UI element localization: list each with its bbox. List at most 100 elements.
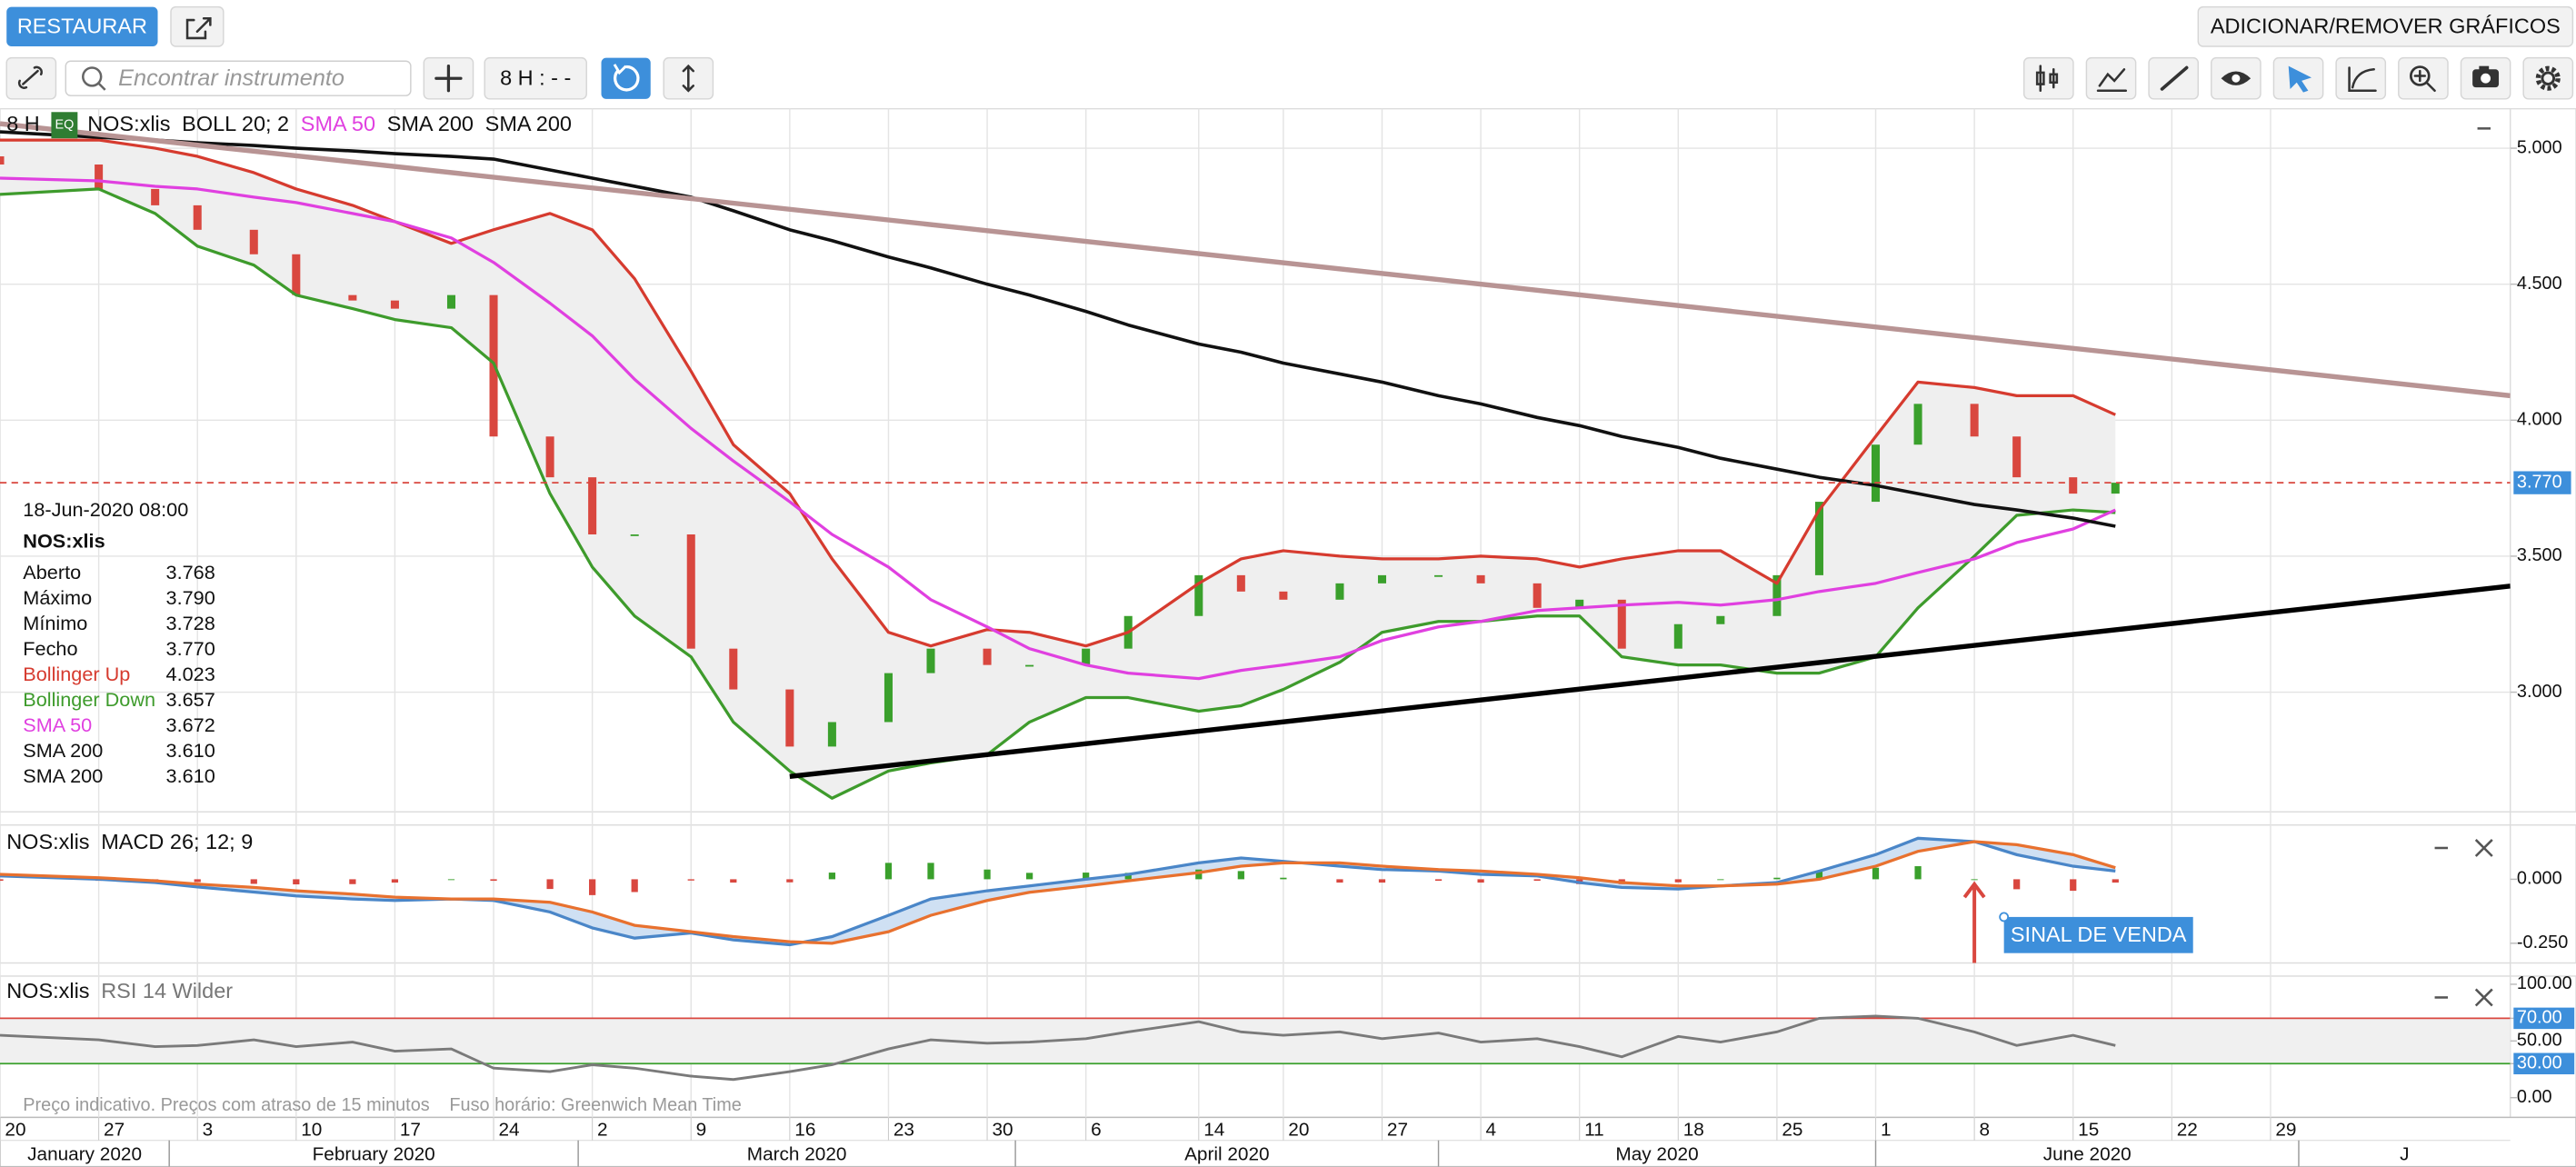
link-button[interactable] (5, 56, 57, 100)
tooltip-value: 3.672 (166, 713, 215, 736)
legend-entry: SMA 50 (301, 112, 375, 135)
histogram-bar (983, 869, 991, 880)
candle (884, 673, 893, 723)
candle (1673, 623, 1682, 649)
tooltip-value: 3.728 (166, 612, 215, 634)
candle (1335, 583, 1344, 600)
level-tick-highlight (2513, 1007, 2575, 1030)
tooltip-label: SMA 200 (23, 739, 103, 762)
tooltip-value: 3.790 (166, 586, 215, 609)
x-tick-label: 27 (1387, 1119, 1408, 1140)
y-tick-label: 30.00 (2517, 1053, 2562, 1073)
candle (1025, 664, 1034, 667)
candle (1082, 648, 1091, 665)
candle (390, 300, 399, 309)
macd-line (0, 836, 2116, 947)
candle (1617, 599, 1626, 649)
search-box[interactable] (65, 60, 412, 96)
candle (348, 294, 357, 301)
candle (193, 204, 202, 230)
y-tick-label: 3.500 (2517, 545, 2562, 565)
zoom-tool[interactable] (2398, 56, 2449, 100)
histogram-bar (1773, 877, 1781, 880)
line-tool[interactable] (2085, 56, 2137, 100)
popout-button[interactable] (170, 5, 225, 47)
histogram-bar (490, 879, 497, 882)
histogram-bar (589, 879, 596, 895)
histogram-bar (2013, 879, 2021, 890)
candle (1236, 574, 1245, 592)
y-tick-label: 100.00 (2517, 973, 2572, 993)
restore-button[interactable] (6, 6, 158, 46)
vertical-scale-button[interactable] (663, 56, 714, 100)
interval-button[interactable] (484, 56, 587, 100)
x-tick-label: 22 (2177, 1119, 2198, 1140)
x-tick-label: 17 (400, 1119, 421, 1140)
x-tick-label: 24 (498, 1119, 519, 1140)
candle (729, 648, 738, 690)
histogram-bar (1674, 879, 1682, 883)
histogram-bar (1195, 869, 1203, 880)
trend-line (789, 584, 2511, 780)
x-tick-label: 11 (1584, 1119, 1604, 1140)
y-tick-label: -0.250 (2517, 933, 2568, 953)
add-remove-button[interactable] (2197, 5, 2574, 47)
add-remove-label[interactable]: ADICIONAR/REMOVER GRÁFICOS (2211, 14, 2561, 37)
cursor-tool[interactable] (2272, 56, 2324, 100)
candle (1913, 404, 1922, 445)
close-button[interactable] (2474, 839, 2493, 857)
tooltip-label: Fecho (23, 637, 77, 660)
candle-tool[interactable] (2022, 56, 2074, 100)
instrument-label: NOS:xlis (6, 830, 89, 853)
price-panel-frame (0, 107, 2576, 813)
histogram-bar (631, 879, 638, 893)
histogram-bar (828, 873, 836, 880)
tooltip-label: Bollinger Down (23, 688, 155, 711)
camera-tool[interactable] (2460, 56, 2511, 100)
eye-tool[interactable] (2211, 56, 2261, 100)
histogram-bar (1434, 879, 1443, 882)
annotation-label: SINAL DE VENDA (2011, 923, 2187, 946)
histogram-bar (1872, 867, 1880, 880)
y-tick-label: 0.000 (2517, 869, 2562, 889)
month-label: J (2400, 1143, 2409, 1164)
close-button[interactable] (2474, 988, 2493, 1007)
x-tick-label: 18 (1683, 1119, 1704, 1140)
indicator-line (0, 176, 2116, 681)
legend-entry: SMA 200 (387, 112, 474, 135)
histogram-bar (349, 879, 356, 884)
month-label: May 2020 (1615, 1143, 1698, 1164)
last-price-badge (2513, 471, 2571, 494)
indicator-line (0, 130, 2116, 528)
histogram-bar (2070, 879, 2077, 892)
layer (0, 836, 2119, 963)
candle (1970, 404, 1979, 437)
study-label: BOLL 20; 2 (182, 112, 289, 135)
add-instrument-button[interactable] (423, 56, 474, 100)
histogram-bar (786, 879, 794, 883)
badge-label: EQ (55, 118, 74, 133)
instrument-badge (51, 112, 78, 139)
y-tick-label: 4.500 (2517, 274, 2562, 294)
tooltip-value: 4.023 (166, 663, 215, 685)
histogram-bar (1237, 871, 1244, 880)
draw-tool[interactable] (2148, 56, 2200, 100)
level-band (0, 1018, 2511, 1064)
search-placeholder[interactable]: Encontrar instrumento (118, 65, 344, 91)
histogram-bar (1717, 879, 1724, 881)
x-tick-label: 20 (5, 1119, 25, 1140)
interval-label[interactable]: 8 H : - - (500, 65, 571, 89)
month-label: June 2020 (2043, 1143, 2132, 1164)
candle (983, 648, 992, 665)
candle (1279, 591, 1288, 600)
restore-label[interactable]: RESTAURAR (17, 14, 147, 37)
curve-tool[interactable] (2335, 56, 2387, 100)
layer (0, 1014, 2511, 1082)
study-label: RSI 14 Wilder (101, 979, 233, 1002)
month-label: January 2020 (27, 1143, 142, 1164)
refresh-button[interactable] (601, 57, 651, 99)
settings-tool[interactable] (2522, 56, 2574, 100)
macd-line (0, 840, 2116, 945)
histogram-bar (250, 879, 257, 884)
